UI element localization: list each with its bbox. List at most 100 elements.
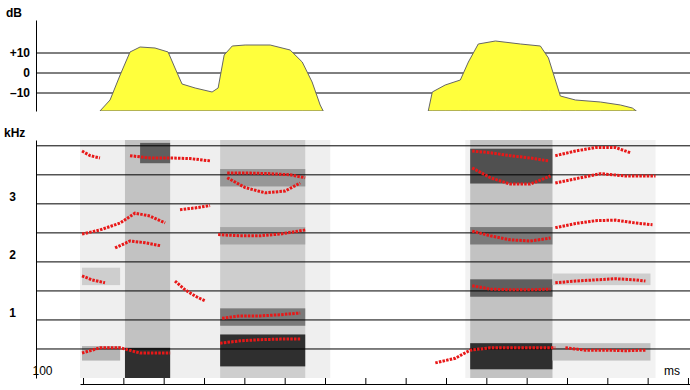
- formant-track: [555, 174, 655, 183]
- tick: [607, 378, 608, 384]
- tick: [688, 378, 689, 384]
- tick-mark: [486, 378, 487, 384]
- energy-region: [552, 274, 650, 286]
- formant-track: [565, 348, 645, 351]
- tick: [164, 378, 165, 384]
- y-axis: 1 2 3: [9, 141, 36, 379]
- tick-mark: [607, 378, 608, 384]
- plot-area: [100, 41, 636, 111]
- energy-regions: [80, 140, 656, 378]
- formant-track: [472, 151, 548, 161]
- tick-mark: [567, 378, 568, 384]
- tick-mark: [204, 378, 205, 384]
- formant-tracks: [82, 148, 656, 363]
- formant-track: [555, 220, 652, 228]
- tick: [204, 378, 205, 384]
- tick: +10: [10, 46, 36, 60]
- tick-label: 2: [9, 248, 16, 262]
- formant-track: [82, 151, 100, 158]
- tick: [446, 378, 447, 384]
- tick: 3: [9, 190, 36, 204]
- energy-region: [552, 343, 650, 360]
- grid-line: [36, 203, 690, 204]
- formant-track: [555, 148, 630, 156]
- axis-line: [36, 141, 37, 379]
- figure: +10 0 –10 dB 1 2 3 100 kHz ms: [0, 0, 690, 390]
- tick: [285, 378, 286, 384]
- formant-track: [227, 173, 305, 178]
- tick: 100: [33, 364, 84, 384]
- formant-track: [115, 241, 160, 248]
- grid-line: [36, 261, 690, 262]
- formant-track: [472, 286, 550, 290]
- plot-area: [80, 140, 656, 378]
- tick-mark: [244, 378, 245, 384]
- tick: [567, 378, 568, 384]
- energy-region: [125, 140, 170, 378]
- tick-mark: [164, 378, 165, 384]
- grid-line: [36, 145, 690, 146]
- formant-track: [130, 156, 210, 161]
- tick-mark: [83, 378, 84, 384]
- energy-region: [80, 140, 330, 378]
- energy-region: [465, 140, 655, 378]
- energy-region: [470, 227, 552, 244]
- grid-line: [36, 319, 690, 320]
- energy-region: [220, 140, 305, 378]
- tick: [486, 378, 487, 384]
- grid-line: [36, 290, 690, 291]
- tick: [325, 378, 326, 384]
- tick: 1: [9, 306, 36, 320]
- tick: [123, 378, 124, 384]
- axis-title: dB: [6, 6, 22, 20]
- y-axis: +10 0 –10: [10, 21, 37, 112]
- energy-region: [82, 268, 120, 285]
- formant-track: [220, 339, 300, 343]
- axis-line: [81, 384, 690, 385]
- formant-track: [82, 213, 165, 234]
- energy-region: [470, 140, 552, 378]
- tick-mark: [446, 378, 447, 384]
- energy-region: [220, 308, 305, 325]
- tick: –10: [10, 86, 36, 100]
- tick-label: 100: [33, 364, 53, 378]
- axis-title: ms: [664, 364, 680, 378]
- formant-track: [218, 230, 305, 236]
- energy-region: [470, 149, 552, 184]
- formant-track: [472, 168, 550, 184]
- axis-title: kHz: [4, 126, 25, 140]
- tick-mark: [365, 378, 366, 384]
- x-axis: 100: [33, 364, 690, 385]
- energy-region: [220, 169, 305, 186]
- spectrogram-panel: 1 2 3 100 kHz ms: [4, 126, 690, 385]
- energy-region: [470, 279, 552, 296]
- tick: 0: [23, 66, 36, 80]
- tick-label: 3: [9, 190, 16, 204]
- tick-mark: [406, 378, 407, 384]
- tick-label: 1: [9, 306, 16, 320]
- tick-mark: [527, 378, 528, 384]
- tick-label: 0: [23, 66, 30, 80]
- tick-mark: [123, 378, 124, 384]
- tick: [244, 378, 245, 384]
- intensity-panel: +10 0 –10 dB: [6, 6, 690, 112]
- tick: [527, 378, 528, 384]
- tick-mark: [688, 378, 689, 384]
- formant-track: [82, 348, 170, 353]
- tick: [406, 378, 407, 384]
- tick-mark: [648, 378, 649, 384]
- grid: [36, 146, 690, 349]
- energy-region: [220, 334, 305, 366]
- axis-line: [36, 21, 37, 112]
- tick-label: +10: [10, 46, 31, 60]
- tick-label: –10: [10, 86, 30, 100]
- formant-track: [555, 279, 645, 283]
- formant-track: [175, 281, 205, 301]
- formant-track: [227, 178, 300, 193]
- formant-track: [180, 206, 210, 210]
- formant-track: [472, 231, 550, 241]
- formant-track: [222, 313, 300, 318]
- tick: [648, 378, 649, 384]
- formant-track: [435, 348, 555, 363]
- grid-line: [36, 232, 690, 233]
